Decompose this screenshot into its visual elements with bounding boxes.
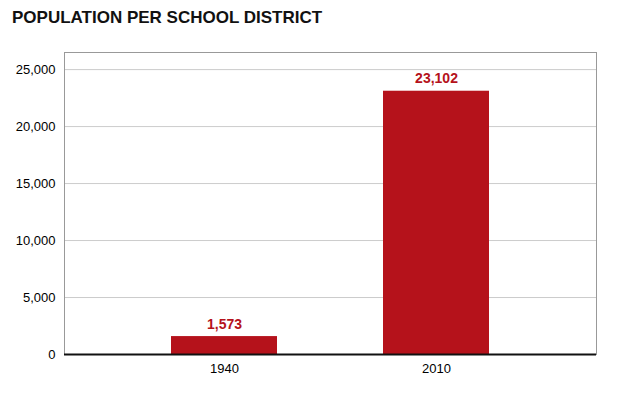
svg-text:5,000: 5,000 (23, 290, 56, 305)
svg-text:25,000: 25,000 (16, 62, 56, 77)
svg-text:1940: 1940 (210, 361, 239, 376)
svg-text:0: 0 (48, 347, 55, 362)
svg-text:2010: 2010 (422, 361, 451, 376)
svg-text:15,000: 15,000 (16, 176, 56, 191)
svg-text:10,000: 10,000 (16, 233, 56, 248)
svg-text:1,573: 1,573 (207, 316, 242, 332)
svg-text:23,102: 23,102 (415, 70, 458, 86)
svg-text:20,000: 20,000 (16, 119, 56, 134)
html-text:POPULATION PER SCHOOL DISTRICT: POPULATION PER SCHOOL DISTRICT (12, 8, 323, 27)
